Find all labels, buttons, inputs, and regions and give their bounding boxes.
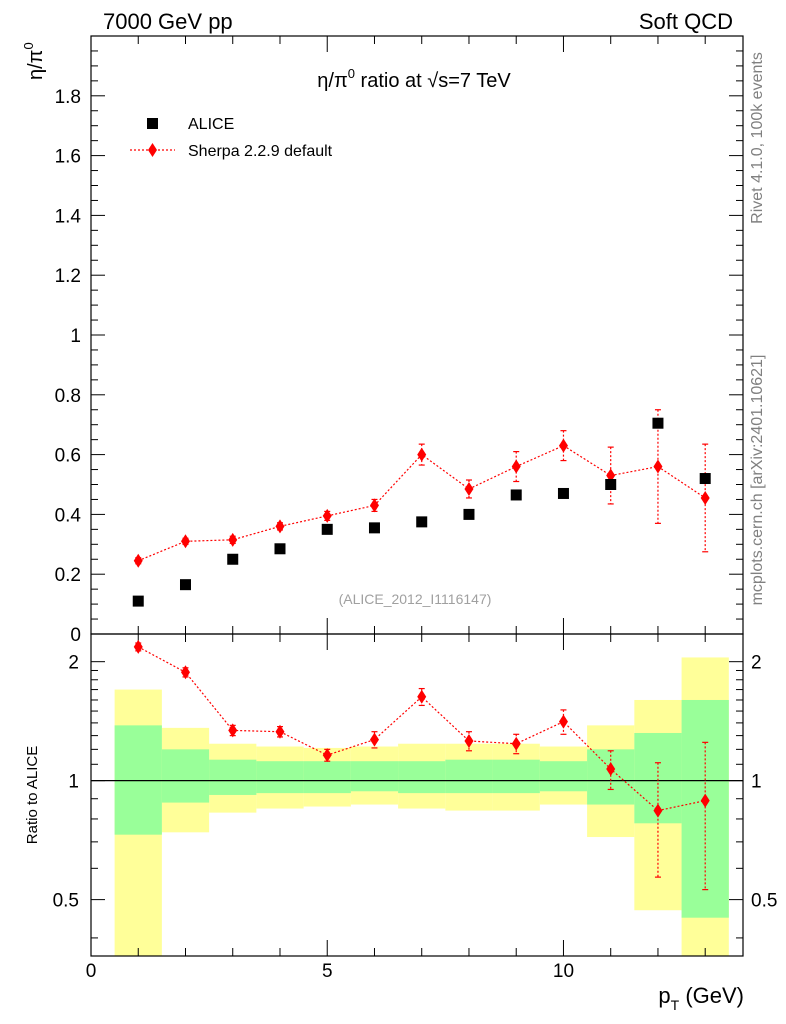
mc-point: [322, 508, 332, 523]
mc-point: [417, 447, 427, 462]
ratio-point: [700, 793, 710, 808]
main-ylabel: η/π0: [21, 42, 47, 80]
data-point: [652, 417, 664, 429]
uncertainty-band-inner: [398, 761, 446, 794]
legend-sherpa-marker: [148, 143, 157, 157]
y-tick-label: 1.2: [55, 266, 81, 287]
data-point: [274, 543, 286, 555]
uncertainty-band-inner: [492, 759, 540, 794]
ratio-point: [606, 762, 616, 777]
data-point: [227, 553, 239, 565]
x-tick-label: 5: [322, 961, 333, 982]
mc-point: [511, 459, 521, 474]
ratio-y-tick-label: 2: [68, 653, 79, 674]
rivet-label: Rivet 4.1.0, 100k events: [749, 52, 766, 224]
analysis-id: (ALICE_2012_I1116147): [339, 591, 492, 607]
mc-point: [228, 532, 238, 547]
ratio-point: [228, 723, 238, 738]
y-tick-label: 0.2: [55, 565, 81, 586]
data-point: [605, 479, 617, 490]
y-tick-label: 1: [70, 326, 81, 347]
legend-sherpa-label: Sherpa 2.2.9 default: [188, 143, 333, 160]
mc-point: [133, 553, 143, 568]
y-tick-label: 1.8: [55, 87, 81, 108]
uncertainty-band-inner: [350, 761, 399, 792]
ratio-y-tick-label: 0.5: [53, 891, 79, 912]
uncertainty-band-inner: [256, 761, 304, 794]
y-tick-label: 1.6: [55, 147, 81, 168]
uncertainty-band-inner: [681, 699, 729, 918]
ratio-ylabel: Ratio to ALICE: [24, 746, 41, 844]
y-tick-label: 0: [70, 625, 81, 646]
uncertainty-band-inner: [539, 761, 588, 792]
y-tick-label: 1.4: [55, 206, 82, 227]
uncertainty-band-inner: [209, 759, 257, 795]
uncertainty-band-inner: [161, 749, 210, 803]
y-tick-label: 0.8: [55, 386, 81, 407]
ratio-point: [653, 803, 663, 818]
ratio-y-tick-label-right: 1: [751, 772, 762, 793]
ratio-point: [558, 714, 568, 729]
data-point: [557, 487, 569, 499]
data-point: [179, 579, 191, 591]
uncertainty-band-inner: [114, 725, 162, 835]
data-point: [368, 522, 380, 534]
ratio-y-tick-label: 1: [68, 772, 79, 793]
ratio-plot-area: 0 5 10 0.5 0.5 1 1 2 2: [53, 633, 777, 982]
mc-point: [180, 534, 190, 549]
ratio-point: [511, 736, 521, 751]
uncertainty-band-inner: [587, 749, 635, 805]
xlabel: pT (GeV): [658, 983, 744, 1013]
header-left: 7000 GeV pp: [103, 9, 233, 34]
data-point: [699, 473, 711, 485]
data-point: [416, 516, 428, 528]
ratio-point: [133, 639, 143, 654]
mc-point: [369, 498, 379, 513]
legend-alice-marker: [147, 118, 158, 129]
main-plot-marks: [132, 409, 711, 607]
mc-point: [558, 438, 568, 453]
x-tick-label: 10: [553, 961, 574, 982]
data-point: [463, 508, 475, 520]
x-tick-label: 0: [86, 961, 97, 982]
y-tick-label: 0.6: [55, 446, 81, 467]
mc-series-line: [138, 444, 706, 562]
ratio-point: [275, 724, 285, 739]
mc-point: [275, 519, 285, 534]
data-point: [132, 595, 144, 607]
legend: ALICE Sherpa 2.2.9 default: [130, 116, 333, 160]
mc-point: [464, 481, 474, 496]
ratio-point: [180, 665, 190, 680]
ratio-point: [417, 689, 427, 704]
header-right: Soft QCD: [639, 9, 733, 34]
ratio-point: [369, 732, 379, 747]
ratio-y-tick-label-right: 2: [751, 653, 762, 674]
data-point: [321, 523, 333, 535]
ratio-plot-marks: [91, 639, 743, 891]
uncertainty-band-inner: [445, 759, 493, 794]
ratio-frame: [90, 633, 744, 957]
plot-title: η/π0 ratio at √s=7 TeV: [317, 66, 511, 92]
uncertainty-band-inner: [303, 761, 351, 794]
y-tick-label: 0.4: [55, 505, 82, 526]
mc-point: [653, 459, 663, 474]
mcplots-label: mcplots.cern.ch [arXiv:2401.10621]: [749, 355, 766, 606]
ratio-point: [464, 733, 474, 748]
legend-alice-label: ALICE: [188, 116, 234, 133]
mc-point: [700, 490, 710, 505]
data-point: [510, 489, 522, 501]
ratio-y-tick-label-right: 0.5: [751, 891, 777, 912]
ratio-point: [322, 748, 332, 763]
